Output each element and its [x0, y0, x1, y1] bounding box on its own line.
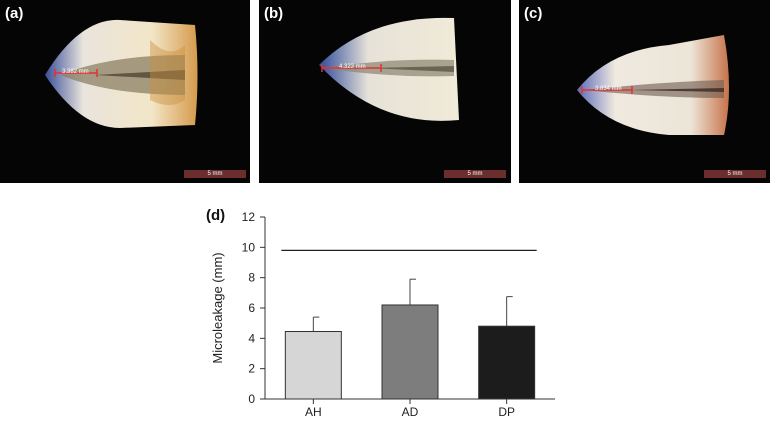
- photo-panel-b: (b) 4.323 mm 5 mm: [259, 0, 511, 183]
- tooth-section-image-b: [319, 17, 459, 121]
- panel-label-d: (d): [206, 207, 226, 224]
- y-tick-label: 2: [248, 362, 255, 376]
- scale-bar-a: 5 mm: [184, 170, 246, 178]
- scale-bar-c: 5 mm: [704, 170, 766, 178]
- y-tick-label: 8: [248, 271, 255, 285]
- x-tick-label: DP: [498, 405, 515, 419]
- bar-chart: 0 2 4 6 8 10 12 Microleakage (mm) AH AD DP: [195, 200, 575, 420]
- bar-ah: [284, 331, 342, 400]
- measurement-label-b: 4.323 mm: [339, 64, 366, 70]
- bar-dp: [478, 325, 536, 400]
- scale-bar-b: 5 mm: [444, 170, 506, 178]
- y-tick-label: 4: [248, 331, 255, 345]
- bar-chart-svg: 0 2 4 6 8 10 12 Microleakage (mm) AH AD DP: [210, 210, 555, 419]
- y-tick-label: 0: [248, 392, 255, 406]
- x-tick-label: AH: [305, 405, 322, 419]
- panel-label-b: (b): [264, 5, 284, 22]
- measurement-label-a: 3.382 mm: [62, 69, 89, 75]
- panel-label-a: (a): [5, 5, 24, 22]
- x-tick-label: AD: [402, 405, 419, 419]
- y-axis-title: Microleakage (mm): [210, 252, 225, 363]
- tooth-section-image-a: [45, 19, 198, 128]
- bar-ad: [381, 304, 439, 400]
- photo-panel-a: (a) 3.382 mm 5 mm: [0, 0, 250, 183]
- photo-panel-c: (c) 3.834 mm 5 mm: [519, 0, 770, 183]
- y-tick-label: 12: [242, 210, 256, 224]
- panel-label-c: (c): [524, 5, 543, 22]
- y-tick-label: 10: [242, 240, 256, 254]
- tooth-section-image-c: [577, 35, 729, 135]
- measurement-label-c: 3.834 mm: [595, 86, 622, 92]
- y-tick-label: 6: [248, 301, 255, 315]
